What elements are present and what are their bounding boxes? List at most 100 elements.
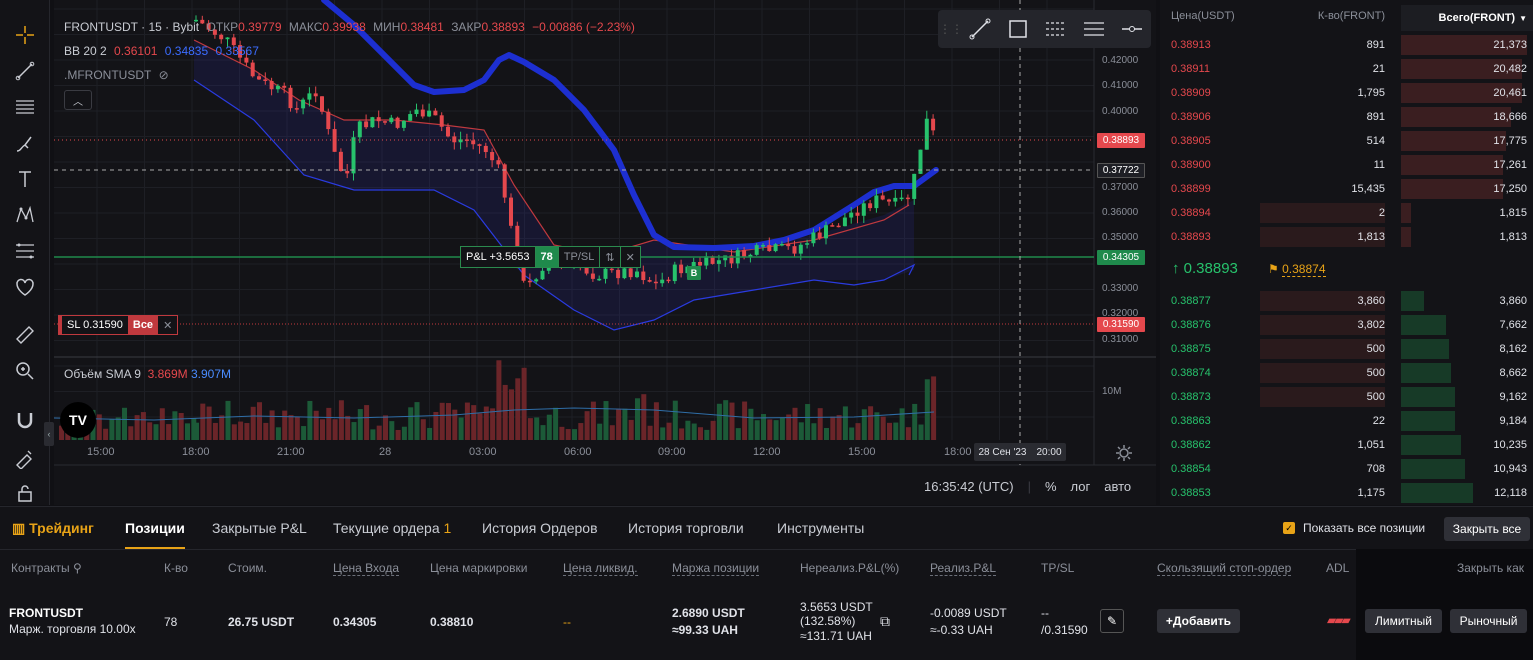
market-close-button[interactable]: Рыночный [1450,609,1527,633]
ask-row[interactable]: 0.38894 2 1,815 [1160,202,1533,224]
price-chart[interactable]: FRONTUSDT · 15 · Bybit ОТКР0.39779 МАКС0… [54,0,1156,505]
lock-drawings-icon[interactable] [8,442,42,472]
close-icon[interactable]: ✕ [625,251,635,264]
bid-row[interactable]: 0.38854 708 10,943 [1160,458,1533,480]
sl-all-button[interactable]: Все [127,316,159,334]
show-all-positions-checkbox[interactable]: ✓ Показать все позиции [1283,521,1425,535]
trading-label: Трейдинг [29,520,94,536]
horizontal-lines-icon[interactable] [8,92,42,122]
bid-row[interactable]: 0.38875 500 8,162 [1160,338,1533,360]
stop-loss-label[interactable]: SL 0.31590 Все ✕ [58,315,179,335]
percent-scale-button[interactable]: % [1044,478,1057,494]
total-column-selector[interactable]: Всего(FRONT) ▼ [1401,5,1533,31]
volume-bar [376,425,382,440]
reverse-icon[interactable]: ⇅ [600,247,621,267]
bid-row[interactable]: 0.38874 500 8,662 [1160,362,1533,384]
tab-tools[interactable]: Инструменты [777,520,865,536]
trend-line-icon[interactable] [8,56,42,86]
position-pnl-label[interactable]: P&L +3.5653 78 TP/SL ⇅ ✕ [460,246,641,268]
candle-body [786,243,791,247]
mark-legend[interactable]: .MFRONTUSDT ⊘ [64,68,173,82]
limit-close-button[interactable]: Лимитный [1365,609,1442,633]
qty-highlight [1260,387,1385,407]
candle-body [458,139,463,143]
divider [0,549,1533,550]
crosshair-icon[interactable] [8,20,42,50]
ob-total: 21,373 [1493,39,1527,51]
chart-canvas[interactable] [54,0,1156,505]
ask-row[interactable]: 0.38893 1,813 1,813 [1160,226,1533,248]
close-all-button[interactable]: Закрыть все [1444,517,1530,541]
ask-row[interactable]: 0.38911 21 20,482 [1160,58,1533,80]
chevron-up-icon[interactable]: ︿ [64,90,92,110]
volume-bar [868,406,874,440]
brush-icon[interactable] [8,128,42,158]
bid-row[interactable]: 0.38877 3,860 3,860 [1160,290,1533,312]
ruler-icon[interactable] [8,320,42,350]
volume-bar [185,423,190,440]
horizontal-ray-icon[interactable] [1118,15,1146,43]
rectangle-tool-icon[interactable] [1004,15,1032,43]
price-tick-label: 0.31000 [1102,334,1139,345]
text-icon[interactable] [8,164,42,194]
position-contract[interactable]: FRONTUSDT [9,606,83,620]
trading-section[interactable]: ▥ Трейдинг [12,520,94,537]
bid-row[interactable]: 0.38862 1,051 10,235 [1160,434,1533,456]
drag-handle-icon[interactable]: ⋮⋮ [939,22,963,36]
ask-row[interactable]: 0.38909 1,795 20,461 [1160,82,1533,104]
bb-legend[interactable]: BB 20 2 0.36101 0.34835 0.33567 [64,44,263,58]
gear-icon[interactable] [1114,443,1134,463]
lock-icon[interactable] [8,478,42,508]
candle-body [427,110,432,117]
pattern-icon[interactable] [8,200,42,230]
eye-off-icon[interactable]: ⊘ [158,68,169,82]
time-tick-label: 15:00 [87,446,115,458]
utc-clock[interactable]: 16:35:42 (UTC) [924,478,1014,494]
candle-body [893,197,898,202]
zoom-icon[interactable] [8,356,42,386]
time-tick-label: 18:00 [182,446,210,458]
volume-bar [452,409,458,440]
bid-row[interactable]: 0.38876 3,802 7,662 [1160,314,1533,336]
cursor-price-tag: 0.37722 [1097,163,1145,178]
fib-tool-icon[interactable] [1080,15,1108,43]
tpsl-button[interactable]: TP/SL [559,247,601,267]
volume-bar [502,384,508,440]
line-tool-icon[interactable] [966,15,994,43]
channel-tool-icon[interactable] [1042,15,1070,43]
tradingview-logo[interactable]: TV [60,402,96,438]
bid-row[interactable]: 0.38853 1,175 12,118 [1160,482,1533,504]
edit-tpsl-button[interactable]: ✎ [1100,609,1124,633]
close-icon[interactable]: ✕ [163,319,173,332]
ask-row[interactable]: 0.38913 891 21,373 [1160,34,1533,56]
pin-icon[interactable]: ⚲ [72,561,82,575]
ask-row[interactable]: 0.38900 11 17,261 [1160,154,1533,176]
tab-trade-history[interactable]: История торговли [628,520,744,536]
tab-order-history[interactable]: История Ордеров [482,520,598,536]
magnet-icon[interactable] [8,406,42,436]
sidebar-collapse-handle[interactable]: ‹ [44,422,54,446]
volume-bar [109,419,115,440]
share-icon[interactable]: ⧉ [880,613,890,629]
position-margin-mode[interactable]: Марж. торговля 10.00x [9,622,136,636]
volume-legend[interactable]: Объём SMA 9 3.869M 3.907M [64,367,231,381]
heart-icon[interactable] [8,272,42,302]
candle-body [817,232,822,239]
fib-icon[interactable] [8,236,42,266]
bid-row[interactable]: 0.38863 22 9,184 [1160,410,1533,432]
volume-bar [698,427,703,440]
ask-row[interactable]: 0.38899 15,435 17,250 [1160,178,1533,200]
bid-row[interactable]: 0.38873 500 9,162 [1160,386,1533,408]
tab-closed-pnl[interactable]: Закрытые P&L [212,520,307,536]
tab-open-orders[interactable]: Текущие ордера 1 [333,520,451,536]
volume-bar [559,426,565,440]
ob-price: 0.38873 [1171,391,1211,403]
log-scale-button[interactable]: лог [1070,478,1091,494]
ask-row[interactable]: 0.38905 514 17,775 [1160,130,1533,152]
auto-scale-button[interactable]: авто [1104,478,1132,494]
add-trailing-stop-button[interactable]: +Добавить [1157,609,1240,633]
candle-body [698,261,702,266]
qty-highlight [1260,203,1385,223]
ask-row[interactable]: 0.38906 891 18,666 [1160,106,1533,128]
tab-positions[interactable]: Позиции [125,520,185,536]
